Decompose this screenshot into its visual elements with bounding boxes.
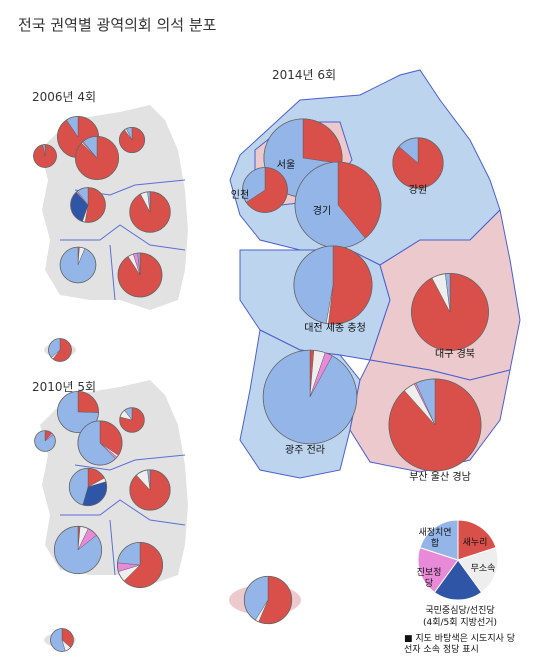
- pie: [50, 628, 74, 652]
- pie-outline: [243, 575, 293, 625]
- pie: [294, 161, 382, 249]
- pie-outline: [119, 407, 145, 433]
- legend-label: 무소속: [470, 564, 496, 574]
- pie: [118, 126, 146, 154]
- pie-outline: [77, 420, 123, 466]
- pie: [68, 467, 108, 507]
- pie-outline: [118, 126, 146, 154]
- pie: [48, 338, 72, 362]
- legend-note: (4회/5회 지방선거): [422, 618, 498, 628]
- legend-swatch: [419, 519, 459, 561]
- map-label: 2010년 5회: [32, 380, 97, 394]
- pie-outline: [33, 144, 57, 168]
- legend-label: 새정치연합: [418, 528, 452, 549]
- pie-outline: [50, 628, 74, 652]
- pie: [262, 349, 358, 445]
- pie-outline: [74, 135, 120, 181]
- pie-outline: [129, 191, 171, 233]
- region-label: 경기: [312, 206, 332, 217]
- map-label: 2014년 6회: [272, 68, 337, 82]
- region-label: 대구 경북: [435, 349, 475, 360]
- pie-outline: [57, 391, 99, 433]
- legend-pie: [417, 519, 499, 601]
- pie: [33, 144, 57, 168]
- legend-swatch: [433, 559, 483, 601]
- pie: [129, 191, 171, 233]
- region-label: 인천: [230, 190, 250, 201]
- pie-outline: [59, 246, 97, 284]
- pie: [70, 187, 106, 223]
- pie: [57, 391, 99, 433]
- pie-outline: [48, 338, 72, 362]
- pie: [242, 167, 288, 213]
- pie: [116, 541, 164, 589]
- pie: [34, 430, 56, 452]
- pie: [74, 135, 120, 181]
- legend-label: 국민중심당/선진당: [425, 606, 495, 616]
- region-label: 부산 울산 경남: [409, 472, 471, 483]
- region-label: 대전 세종 충청: [304, 323, 366, 334]
- map-label: 2006년 4회: [32, 90, 97, 104]
- pie-outline: [388, 378, 482, 472]
- legend-swatch: [457, 519, 497, 561]
- region-label: 서울: [276, 160, 296, 171]
- pie: [59, 246, 97, 284]
- pie: [77, 420, 123, 466]
- footnote: ■ 지도 바탕색은 시도지사 당선자 소속 정당 표시: [404, 634, 516, 655]
- region-label: 강원: [408, 185, 428, 196]
- region-label: 광주 전라: [285, 445, 325, 456]
- pie-outline: [116, 541, 164, 589]
- pie-slice: [262, 349, 358, 445]
- pie: [411, 273, 489, 351]
- pie-outline: [53, 525, 103, 575]
- pie-outline: [70, 187, 106, 223]
- pie: [129, 469, 171, 511]
- title: 전국 권역별 광역의회 의석 분포: [18, 16, 217, 34]
- pie-outline: [242, 167, 288, 213]
- pie: [392, 137, 444, 189]
- pie: [388, 378, 482, 472]
- legend-label: 진보정당: [416, 568, 442, 589]
- pie: [119, 407, 145, 433]
- legend-swatch: [457, 547, 499, 594]
- pie-outline: [293, 245, 373, 325]
- legend-label: 새누리: [462, 538, 488, 548]
- pie-outline: [117, 252, 163, 298]
- pie: [53, 525, 103, 575]
- pie-outline: [68, 467, 108, 507]
- pie: [243, 575, 293, 625]
- pie-outline: [392, 137, 444, 189]
- pie: [293, 245, 373, 325]
- pie-outline: [129, 469, 171, 511]
- legend-swatch: [417, 547, 459, 594]
- pie-outline: [262, 349, 358, 445]
- pie-outline: [411, 273, 489, 351]
- pie: [117, 252, 163, 298]
- pie-outline: [34, 430, 56, 452]
